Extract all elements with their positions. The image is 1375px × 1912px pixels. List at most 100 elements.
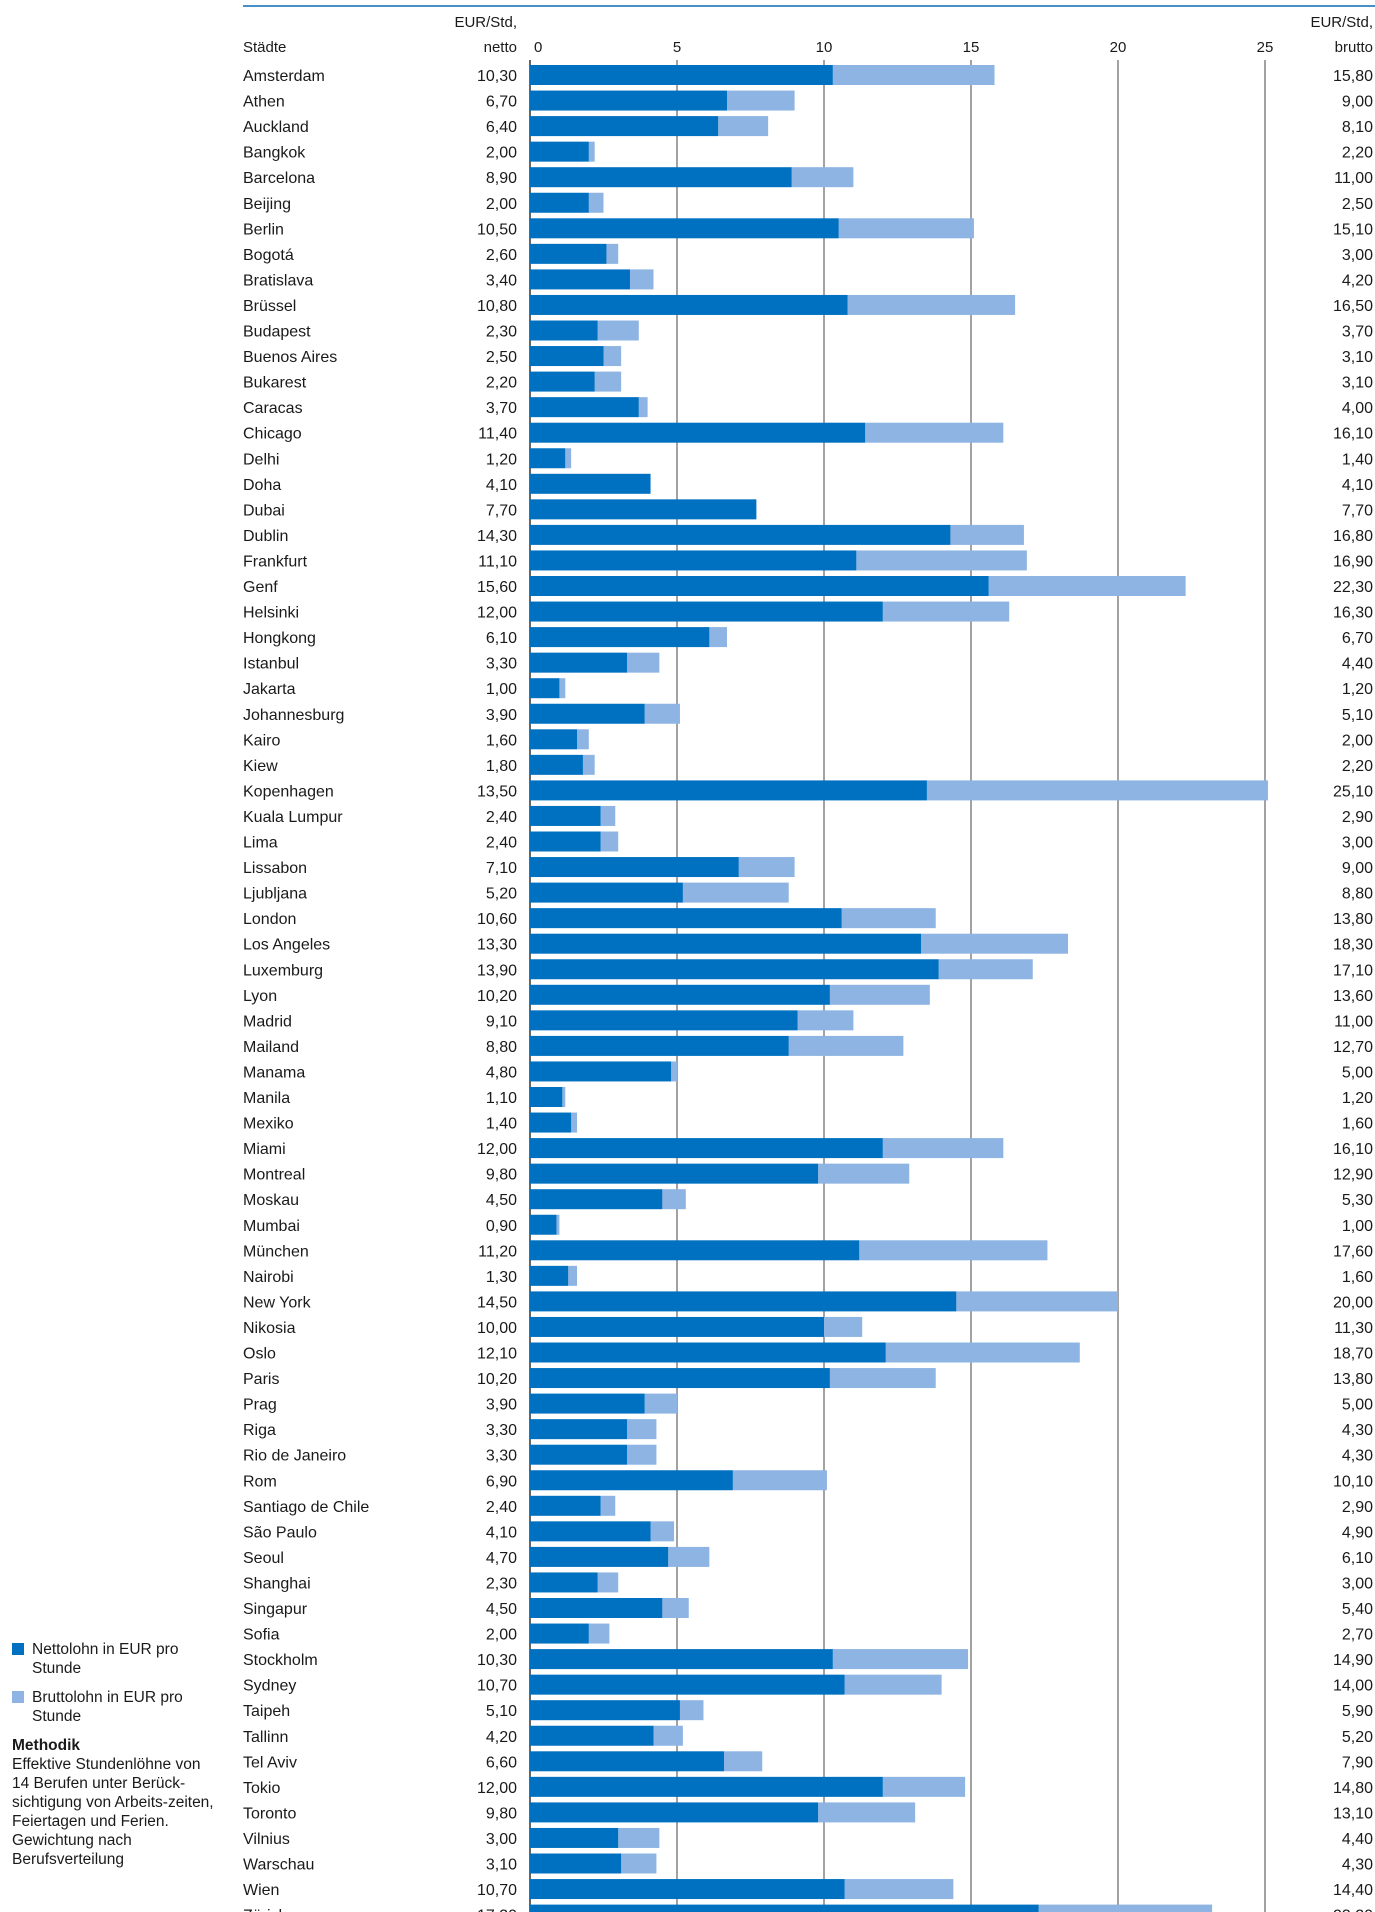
bar-net — [530, 703, 645, 724]
net-value-label: 3,00 — [486, 1831, 517, 1848]
bar-gross — [938, 959, 1033, 980]
gross-value-label: 1,60 — [1342, 1116, 1373, 1133]
gross-value-label: 14,80 — [1333, 1780, 1373, 1797]
net-value-label: 9,80 — [486, 1167, 517, 1184]
net-value-label: 2,00 — [486, 196, 517, 213]
net-value-label: 13,30 — [477, 937, 517, 954]
bar-gross — [638, 397, 648, 418]
bars — [530, 65, 1268, 1912]
bar-gross — [1038, 1904, 1213, 1912]
net-value-label: 10,20 — [477, 988, 517, 1005]
bar-gross — [956, 1291, 1118, 1312]
gross-header-line2: brutto — [1335, 39, 1373, 56]
city-label: Caracas — [243, 400, 303, 417]
bar-gross — [797, 1010, 854, 1031]
gross-value-label: 5,90 — [1342, 1703, 1373, 1720]
bar-net — [530, 1904, 1039, 1912]
city-label: Delhi — [243, 451, 279, 468]
bar-net — [530, 1674, 845, 1695]
gross-swatch — [12, 1691, 24, 1703]
gross-value-label: 2,20 — [1342, 758, 1373, 775]
net-value-label: 10,30 — [477, 1652, 517, 1669]
net-value-label: 3,90 — [486, 1397, 517, 1414]
bar-net — [530, 243, 607, 264]
bar-net — [530, 627, 710, 648]
city-label: Buenos Aires — [243, 349, 337, 366]
bar-net — [530, 1291, 957, 1312]
city-label: Dubai — [243, 502, 285, 519]
bar-gross — [644, 703, 680, 724]
bar-gross — [865, 422, 1004, 443]
gross-value-label: 5,40 — [1342, 1601, 1373, 1618]
gross-value-label: 4,30 — [1342, 1857, 1373, 1874]
gross-value-label: 4,30 — [1342, 1422, 1373, 1439]
city-label: Prag — [243, 1397, 277, 1414]
x-axis-ticks: 0 5 10 15 20 25 — [534, 39, 1273, 56]
net-value-label: 5,20 — [486, 886, 517, 903]
net-value-label: 3,90 — [486, 707, 517, 724]
bar-gross — [847, 294, 1016, 315]
bar-net — [530, 1495, 601, 1516]
net-value-label: 12,00 — [477, 1141, 517, 1158]
bar-net — [530, 984, 830, 1005]
city-label: Doha — [243, 477, 281, 494]
bar-net — [530, 320, 598, 341]
gross-value-label: 18,70 — [1333, 1346, 1373, 1363]
bar-net — [530, 857, 739, 878]
net-value-label: 4,50 — [486, 1601, 517, 1618]
bar-gross — [662, 1598, 689, 1618]
bar-gross — [606, 243, 619, 264]
bar-net — [530, 1470, 733, 1491]
bar-gross — [562, 1087, 566, 1107]
gross-value-label: 25,10 — [1333, 783, 1373, 800]
net-value-label: 1,60 — [486, 732, 517, 749]
city-label: München — [243, 1243, 309, 1260]
bar-gross — [600, 831, 619, 852]
gross-value-label: 18,30 — [1333, 937, 1373, 954]
gross-value-label: 5,00 — [1342, 1397, 1373, 1414]
gross-value-label: 11,00 — [1334, 1013, 1373, 1030]
gross-value-label: 17,10 — [1333, 962, 1373, 979]
net-value-label: 13,50 — [477, 783, 517, 800]
city-label: Wien — [243, 1882, 279, 1899]
city-label: Genf — [243, 579, 278, 596]
net-value-label: 9,80 — [486, 1805, 517, 1822]
gross-value-label: 13,80 — [1333, 911, 1373, 928]
gross-value-label: 17,60 — [1333, 1243, 1373, 1260]
city-label: Toronto — [243, 1805, 296, 1822]
city-label: Montreal — [243, 1167, 305, 1184]
bar-gross — [856, 550, 1027, 571]
bar-gross — [644, 1393, 677, 1414]
city-label: São Paulo — [243, 1524, 317, 1541]
bar-gross — [921, 933, 1069, 954]
net-header-line1: EUR/Std, — [454, 14, 517, 31]
net-value-label: 11,10 — [478, 553, 517, 570]
gross-value-label: 3,70 — [1342, 324, 1373, 341]
city-label: London — [243, 911, 296, 928]
bar-gross — [988, 576, 1186, 596]
gross-value-label: 12,90 — [1333, 1167, 1373, 1184]
bar-gross — [621, 1853, 657, 1874]
city-label: Sofia — [243, 1627, 280, 1644]
bar-net — [530, 1214, 557, 1235]
bar-net — [530, 1700, 680, 1721]
bar-net — [530, 397, 639, 418]
bar-net — [530, 1087, 563, 1107]
city-label: Luxemburg — [243, 962, 323, 979]
bar-gross — [627, 652, 660, 673]
net-value-label: 1,20 — [486, 451, 517, 468]
city-label: Kopenhagen — [243, 783, 334, 800]
bar-net — [530, 550, 857, 571]
bar-net — [530, 422, 866, 443]
gross-value-label: 20,00 — [1333, 1294, 1373, 1311]
city-label: Rom — [243, 1473, 277, 1490]
gross-value-label: 4,40 — [1342, 1831, 1373, 1848]
row-labels: Amsterdam 10,30 15,80 Athen 6,70 9,00 Auckland… — [243, 68, 1373, 1912]
net-value-label: 3,10 — [486, 1857, 517, 1874]
gross-value-label: 22,30 — [1333, 579, 1373, 596]
bar-gross — [679, 1700, 704, 1721]
method-title: Methodik — [12, 1737, 81, 1754]
net-value-label: 15,60 — [477, 579, 517, 596]
city-label: Barcelona — [243, 170, 315, 187]
bar-gross — [559, 678, 566, 699]
